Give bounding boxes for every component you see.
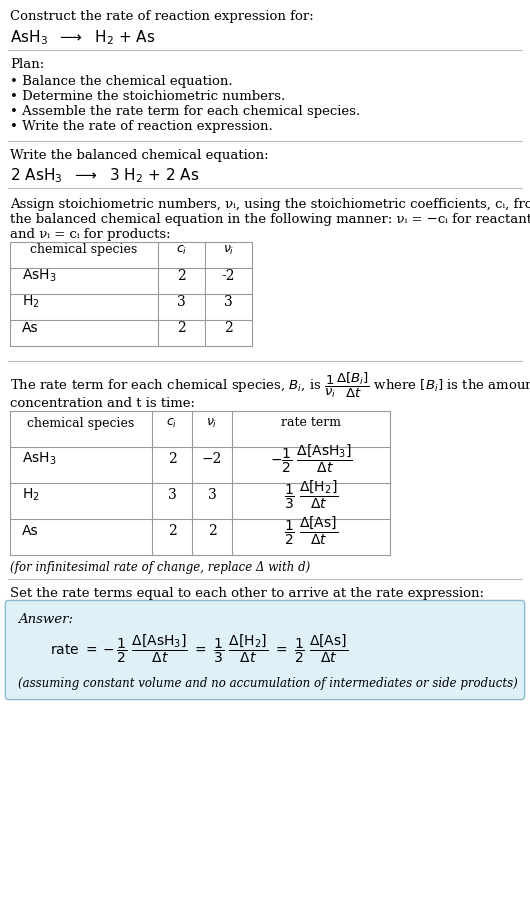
Text: Plan:: Plan: — [10, 58, 44, 71]
Text: Answer:: Answer: — [18, 613, 73, 626]
Text: $\mathrm{AsH_3}$: $\mathrm{AsH_3}$ — [22, 450, 57, 467]
Text: $-\dfrac{1}{2}\ \dfrac{\Delta[\mathrm{AsH_3}]}{\Delta t}$: $-\dfrac{1}{2}\ \dfrac{\Delta[\mathrm{As… — [270, 443, 352, 475]
Text: 3: 3 — [177, 295, 186, 309]
Text: 2: 2 — [208, 524, 216, 538]
Bar — [10, 242, 252, 346]
Text: $c_i$: $c_i$ — [166, 417, 178, 430]
Text: Assign stoichiometric numbers, νᵢ, using the stoichiometric coefficients, cᵢ, fr: Assign stoichiometric numbers, νᵢ, using… — [10, 198, 530, 211]
Text: −2: −2 — [202, 452, 222, 466]
Text: 3: 3 — [224, 295, 233, 309]
Text: $c_i$: $c_i$ — [176, 244, 187, 257]
Text: rate term: rate term — [281, 417, 341, 430]
Text: 2: 2 — [167, 524, 176, 538]
Text: • Balance the chemical equation.: • Balance the chemical equation. — [10, 75, 233, 88]
Text: $\dfrac{1}{3}\ \dfrac{\Delta[\mathrm{H_2}]}{\Delta t}$: $\dfrac{1}{3}\ \dfrac{\Delta[\mathrm{H_2… — [284, 479, 338, 511]
Text: Construct the rate of reaction expression for:: Construct the rate of reaction expressio… — [10, 10, 314, 23]
Text: and νᵢ = cᵢ for products:: and νᵢ = cᵢ for products: — [10, 228, 171, 241]
Text: Write the balanced chemical equation:: Write the balanced chemical equation: — [10, 149, 269, 162]
Text: (for infinitesimal rate of change, replace Δ with d): (for infinitesimal rate of change, repla… — [10, 561, 310, 574]
Text: As: As — [22, 524, 39, 538]
Text: $\mathrm{H_2}$: $\mathrm{H_2}$ — [22, 487, 40, 503]
Text: 2: 2 — [224, 321, 233, 335]
Text: $\mathrm{H_2}$: $\mathrm{H_2}$ — [22, 294, 40, 310]
Text: $\nu_i$: $\nu_i$ — [223, 244, 234, 257]
Bar — [10, 411, 390, 555]
Text: $2\ \mathrm{AsH_3}$  $\longrightarrow$  $3\ \mathrm{H_2}$ $+$ $2\ \mathrm{As}$: $2\ \mathrm{AsH_3}$ $\longrightarrow$ $3… — [10, 166, 199, 185]
Text: $\mathrm{AsH_3}$: $\mathrm{AsH_3}$ — [22, 268, 57, 284]
Text: • Determine the stoichiometric numbers.: • Determine the stoichiometric numbers. — [10, 90, 285, 103]
Text: (assuming constant volume and no accumulation of intermediates or side products): (assuming constant volume and no accumul… — [18, 677, 518, 690]
Text: $\dfrac{1}{2}\ \dfrac{\Delta[\mathrm{As}]}{\Delta t}$: $\dfrac{1}{2}\ \dfrac{\Delta[\mathrm{As}… — [284, 515, 338, 547]
Text: 3: 3 — [167, 488, 176, 502]
Text: $\nu_i$: $\nu_i$ — [206, 417, 218, 430]
Text: Set the rate terms equal to each other to arrive at the rate expression:: Set the rate terms equal to each other t… — [10, 587, 484, 600]
Text: -2: -2 — [222, 269, 235, 283]
Text: 3: 3 — [208, 488, 216, 502]
Text: As: As — [22, 321, 39, 335]
Text: chemical species: chemical species — [28, 417, 135, 430]
Text: • Write the rate of reaction expression.: • Write the rate of reaction expression. — [10, 120, 273, 133]
Text: chemical species: chemical species — [30, 244, 138, 257]
Text: 2: 2 — [177, 321, 186, 335]
Text: • Assemble the rate term for each chemical species.: • Assemble the rate term for each chemic… — [10, 105, 360, 118]
Text: the balanced chemical equation in the following manner: νᵢ = −cᵢ for reactants: the balanced chemical equation in the fo… — [10, 213, 530, 226]
Text: 2: 2 — [167, 452, 176, 466]
Text: concentration and t is time:: concentration and t is time: — [10, 397, 195, 410]
Text: $\mathrm{AsH_3}$  $\longrightarrow$  $\mathrm{H_2}$ $+$ As: $\mathrm{AsH_3}$ $\longrightarrow$ $\mat… — [10, 28, 155, 46]
FancyBboxPatch shape — [5, 601, 525, 700]
Text: The rate term for each chemical species, $B_i$, is $\dfrac{1}{\nu_i}\dfrac{\Delt: The rate term for each chemical species,… — [10, 371, 530, 400]
Text: rate $= -\dfrac{1}{2}\ \dfrac{\Delta[\mathrm{AsH_3}]}{\Delta t}\ =\ \dfrac{1}{3}: rate $= -\dfrac{1}{2}\ \dfrac{\Delta[\ma… — [50, 633, 348, 665]
Text: 2: 2 — [177, 269, 186, 283]
